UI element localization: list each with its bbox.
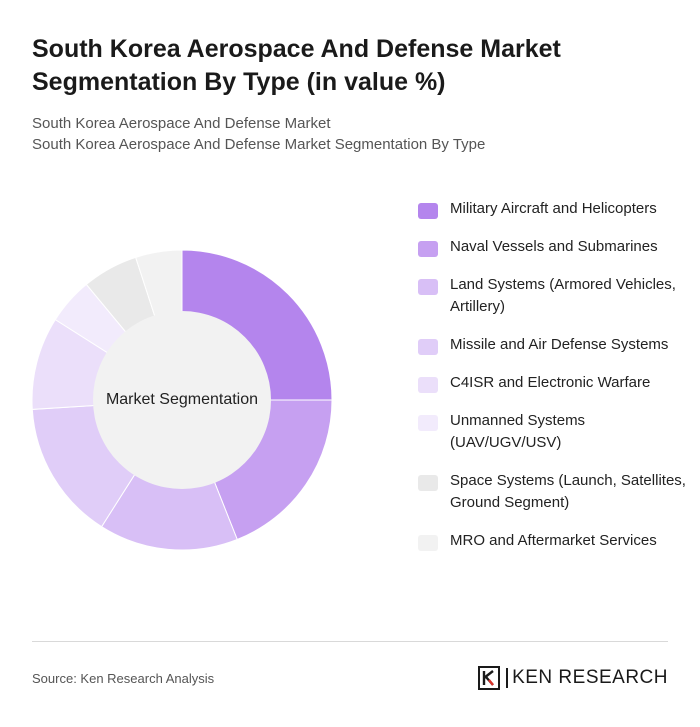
donut-chart: Market Segmentation [32, 250, 332, 550]
legend-label: Naval Vessels and Submarines [450, 238, 658, 255]
legend-swatch [418, 339, 438, 355]
source-note: Source: Ken Research Analysis [32, 671, 215, 686]
legend-item: Space Systems (Launch, Satellites, Groun… [418, 470, 688, 514]
legend-item: Land Systems (Armored Vehicles, Artiller… [418, 274, 688, 318]
legend-item: Military Aircraft and Helicopters [418, 198, 688, 220]
legend-swatch [418, 241, 438, 257]
subtitle-line-2: South Korea Aerospace And Defense Market… [32, 136, 486, 153]
legend-label: Missile and Air Defense Systems [450, 336, 669, 353]
chart-legend: Military Aircraft and Helicopters Naval V… [418, 198, 688, 568]
chart-title: South Korea Aerospace And Defense Market… [32, 35, 561, 96]
legend-swatch [418, 279, 438, 295]
legend-label: C4ISR and Electronic Warfare [450, 374, 651, 391]
ken-research-logo: KEN RESEARCH [478, 666, 668, 690]
donut-center-label: Market Segmentation [106, 391, 258, 408]
legend-swatch [418, 535, 438, 551]
legend-label: Land Systems (Armored Vehicles, Artiller… [450, 276, 676, 315]
legend-label: Space Systems (Launch, Satellites, Groun… [450, 472, 686, 511]
legend-swatch [418, 377, 438, 393]
legend-item: Missile and Air Defense Systems [418, 334, 688, 356]
legend-swatch [418, 203, 438, 219]
ken-research-logo-icon [478, 666, 501, 690]
legend-label: Unmanned Systems (UAV/UGV/USV) [450, 412, 586, 451]
legend-item: Unmanned Systems (UAV/UGV/USV) [418, 410, 688, 454]
donut-hole [93, 311, 271, 489]
subtitle-line-1: South Korea Aerospace And Defense Market [32, 115, 331, 132]
brand-name: KEN RESEARCH [512, 667, 668, 688]
logo-separator [506, 668, 509, 688]
legend-swatch [418, 415, 438, 431]
legend-label: Military Aircraft and Helicopters [450, 200, 657, 217]
footer-divider [32, 641, 668, 642]
legend-label: MRO and Aftermarket Services [450, 532, 657, 549]
legend-item: C4ISR and Electronic Warfare [418, 372, 688, 394]
legend-item: Naval Vessels and Submarines [418, 236, 688, 258]
chart-subtitle: South Korea Aerospace And Defense Market… [32, 113, 652, 155]
legend-swatch [418, 475, 438, 491]
legend-item: MRO and Aftermarket Services [418, 530, 688, 552]
